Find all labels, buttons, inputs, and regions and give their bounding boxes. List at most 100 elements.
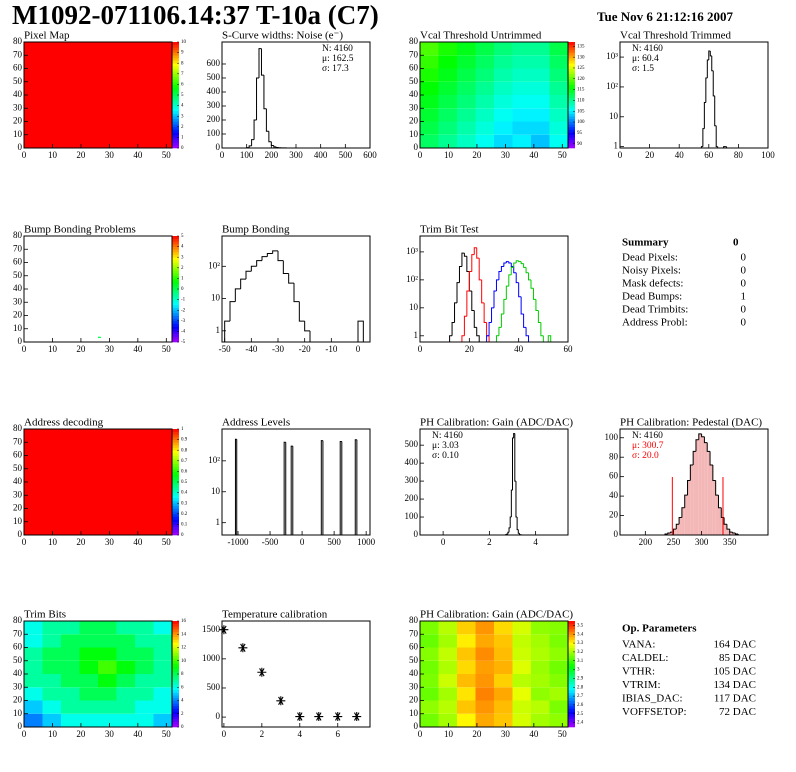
y-tick-label: 50 [409, 76, 419, 86]
heatmap-cell [512, 121, 531, 135]
star-marker [352, 712, 362, 722]
colorbar-step [172, 705, 179, 709]
colorbar-label: 0.4 [181, 491, 188, 496]
colorbar-step [568, 676, 575, 680]
heatmap-cell [531, 108, 550, 122]
heatmap-cell [79, 713, 98, 727]
heatmap-cell [494, 55, 513, 69]
colorbar-step [172, 42, 179, 45]
y-tick-label: 500 [207, 682, 221, 692]
heatmap-cell [420, 121, 439, 135]
histogram-bin [245, 270, 252, 280]
heatmap-cell [98, 634, 117, 648]
colorbar-label: 0.3 [181, 501, 188, 506]
heatmap-cell [531, 134, 550, 148]
histogram-bin [715, 125, 718, 148]
heatmap-cell [420, 621, 439, 635]
colorbar-label: 4 [181, 104, 184, 109]
x-tick-label: 0 [222, 729, 227, 739]
heatmap-cell [549, 81, 568, 95]
x-tick-label: 40 [133, 537, 143, 547]
heatmap-cell [512, 687, 531, 701]
x-tick-label: 2 [487, 537, 492, 547]
heatmap-cell [531, 687, 550, 701]
colorbar-step [568, 121, 575, 125]
colorbar-label: 0.5 [181, 480, 188, 485]
x-tick-label: 60 [704, 150, 714, 160]
colorbar-step [172, 302, 179, 306]
colorbar-step [172, 650, 179, 654]
heatmap-cell [457, 700, 476, 714]
heatmap-cell [531, 634, 550, 648]
heatmap-cell [153, 621, 172, 635]
histogram-bin [250, 265, 257, 272]
heatmap-cell [420, 674, 439, 688]
colorbar-step [172, 503, 179, 507]
x-tick-label: 40 [675, 150, 685, 160]
heatmap-cell [135, 634, 154, 648]
heatmap-cell [438, 81, 457, 95]
colorbar-step [568, 695, 575, 699]
colorbar-label: 1 [181, 427, 184, 432]
x-tick-label: 50 [558, 729, 568, 739]
colorbar-label: 100 [577, 120, 585, 125]
colorbar-label: 2.7 [577, 694, 584, 699]
colorbar-label: 2.6 [577, 703, 584, 708]
heatmap-cell [98, 660, 117, 674]
colorbar-label: 0.9 [181, 438, 188, 443]
histogram-fill [673, 529, 677, 535]
x-tick-label: 300 [695, 537, 709, 547]
y-tick-label: 50 [409, 655, 419, 665]
heatmap-cell [549, 660, 568, 674]
heatmap-cell [549, 121, 568, 135]
heatmap-cell [24, 713, 43, 727]
colorbar-label: 0.8 [181, 448, 188, 453]
colorbar-step [172, 700, 179, 704]
y-tick-label: 30 [409, 102, 419, 112]
colorbar-step [568, 711, 575, 715]
heatmap-cell [61, 660, 80, 674]
x-tick-label: 2 [260, 729, 265, 739]
y-tick-label: 40 [13, 89, 23, 99]
colorbar-step [568, 145, 575, 149]
y-tick-label: 10 [211, 486, 221, 496]
y-tick-label: 80 [13, 230, 23, 240]
heatmap-cell [457, 660, 476, 674]
heatmap-cell [24, 700, 43, 714]
histogram-fill [693, 451, 696, 535]
colorbar-step [172, 339, 179, 343]
colorbar-step [568, 658, 575, 662]
colorbar-step [172, 137, 179, 141]
colorbar-step [172, 660, 179, 664]
x-tick-label: 400 [314, 150, 328, 160]
colorbar-step [172, 471, 179, 475]
x-tick-label: 0 [418, 344, 423, 354]
heatmap-cell [475, 81, 494, 95]
colorbar-step [172, 294, 179, 298]
colorbar-label: 95 [577, 131, 583, 136]
summary-total: 0 [733, 237, 739, 249]
x-tick-label: 50 [558, 150, 568, 160]
heatmap-cell [420, 687, 439, 701]
heatmap-cell [494, 700, 513, 714]
colorbar-step [172, 71, 179, 75]
heatmap-cell [531, 95, 550, 109]
colorbar-step [568, 719, 575, 722]
x-tick-label: 300 [289, 150, 303, 160]
colorbar-label: 0 [181, 287, 184, 292]
colorbar-step [172, 323, 179, 327]
x-tick-label: 60 [564, 344, 574, 354]
x-tick-label: 200 [639, 537, 653, 547]
x-tick-label: 40 [133, 344, 143, 354]
heatmap-cell [457, 674, 476, 688]
x-tick-label: 20 [472, 729, 482, 739]
colorbar-step [172, 81, 179, 85]
y-tick-label: 400 [207, 86, 221, 96]
x-tick-label: 600 [363, 150, 377, 160]
heatmap-cell [61, 674, 80, 688]
histogram-bin [339, 441, 342, 535]
x-tick-label: 0 [22, 537, 27, 547]
colorbar-step [568, 89, 575, 93]
stats-line: N: 4160 [322, 44, 353, 54]
colorbar-step [568, 137, 575, 141]
